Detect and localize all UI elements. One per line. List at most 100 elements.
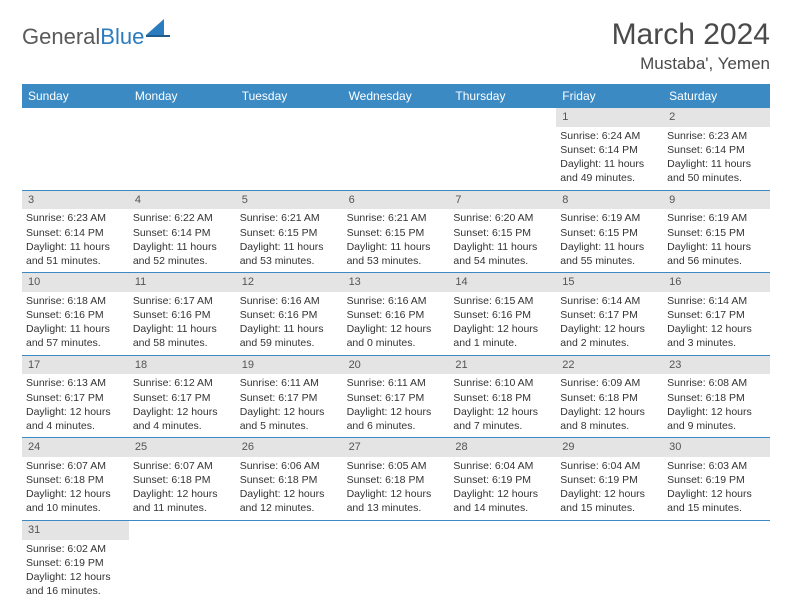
sunset-text: Sunset: 6:16 PM xyxy=(453,308,552,322)
daylight-text: Daylight: 11 hours and 57 minutes. xyxy=(26,322,125,350)
sunset-text: Sunset: 6:15 PM xyxy=(560,226,659,240)
day-number: 19 xyxy=(236,356,343,375)
day-cell-empty xyxy=(22,108,129,190)
day-header: Saturday xyxy=(663,84,770,108)
day-number: 17 xyxy=(22,356,129,375)
day-body: Sunrise: 6:03 AMSunset: 6:19 PMDaylight:… xyxy=(663,457,770,520)
week-row: 10Sunrise: 6:18 AMSunset: 6:16 PMDayligh… xyxy=(22,273,770,356)
sunset-text: Sunset: 6:14 PM xyxy=(133,226,232,240)
day-cell: 3Sunrise: 6:23 AMSunset: 6:14 PMDaylight… xyxy=(22,191,129,273)
location: Mustaba', Yemen xyxy=(612,54,770,74)
day-number: 15 xyxy=(556,273,663,292)
day-number: 3 xyxy=(22,191,129,210)
day-number: 27 xyxy=(343,438,450,457)
day-cell: 17Sunrise: 6:13 AMSunset: 6:17 PMDayligh… xyxy=(22,356,129,438)
day-cell: 21Sunrise: 6:10 AMSunset: 6:18 PMDayligh… xyxy=(449,356,556,438)
day-body: Sunrise: 6:09 AMSunset: 6:18 PMDaylight:… xyxy=(556,374,663,437)
day-number: 18 xyxy=(129,356,236,375)
sunrise-text: Sunrise: 6:07 AM xyxy=(26,459,125,473)
day-body: Sunrise: 6:11 AMSunset: 6:17 PMDaylight:… xyxy=(343,374,450,437)
logo: GeneralBlue xyxy=(22,24,172,50)
day-cell: 30Sunrise: 6:03 AMSunset: 6:19 PMDayligh… xyxy=(663,438,770,520)
day-cell: 4Sunrise: 6:22 AMSunset: 6:14 PMDaylight… xyxy=(129,191,236,273)
daylight-text: Daylight: 12 hours and 0 minutes. xyxy=(347,322,446,350)
day-body: Sunrise: 6:23 AMSunset: 6:14 PMDaylight:… xyxy=(663,127,770,190)
logo-sail-icon xyxy=(146,19,172,42)
logo-text-general: General xyxy=(22,24,100,49)
day-number: 12 xyxy=(236,273,343,292)
sunrise-text: Sunrise: 6:10 AM xyxy=(453,376,552,390)
sunrise-text: Sunrise: 6:11 AM xyxy=(347,376,446,390)
day-number: 28 xyxy=(449,438,556,457)
day-number: 31 xyxy=(22,521,129,540)
sunset-text: Sunset: 6:18 PM xyxy=(667,391,766,405)
sunset-text: Sunset: 6:17 PM xyxy=(667,308,766,322)
day-number: 23 xyxy=(663,356,770,375)
day-headers-row: SundayMondayTuesdayWednesdayThursdayFrid… xyxy=(22,84,770,108)
day-header: Sunday xyxy=(22,84,129,108)
sunrise-text: Sunrise: 6:14 AM xyxy=(560,294,659,308)
sunset-text: Sunset: 6:15 PM xyxy=(240,226,339,240)
day-cell: 15Sunrise: 6:14 AMSunset: 6:17 PMDayligh… xyxy=(556,273,663,355)
sunrise-text: Sunrise: 6:14 AM xyxy=(667,294,766,308)
day-number: 1 xyxy=(556,108,663,127)
sunrise-text: Sunrise: 6:09 AM xyxy=(560,376,659,390)
sunrise-text: Sunrise: 6:22 AM xyxy=(133,211,232,225)
day-number: 14 xyxy=(449,273,556,292)
sunset-text: Sunset: 6:17 PM xyxy=(347,391,446,405)
day-cell: 25Sunrise: 6:07 AMSunset: 6:18 PMDayligh… xyxy=(129,438,236,520)
daylight-text: Daylight: 12 hours and 12 minutes. xyxy=(240,487,339,515)
week-row: 17Sunrise: 6:13 AM Sunset: 6:17 PM Dayligh… xyxy=(22,356,770,439)
sunset-text: Sunset: 6:17 PM xyxy=(240,391,339,405)
day-header: Friday xyxy=(556,84,663,108)
daylight-text: Daylight: 11 hours and 53 minutes. xyxy=(347,240,446,268)
page-header: GeneralBlue March 2024 Mustaba', Yemen xyxy=(22,18,770,74)
daylight-text: Daylight: 11 hours and 56 minutes. xyxy=(667,240,766,268)
sunrise-text: Sunrise: 6:16 AM xyxy=(240,294,339,308)
sunrise-text: Sunrise: 6:24 AM xyxy=(560,129,659,143)
day-cell: 29Sunrise: 6:04 AMSunset: 6:19 PMDayligh… xyxy=(556,438,663,520)
day-cell: 5Sunrise: 6:21 AMSunset: 6:15 PMDaylight… xyxy=(236,191,343,273)
sunset-text: Sunset: 6:18 PM xyxy=(453,391,552,405)
sunrise-text: Sunrise: 6:20 AM xyxy=(453,211,552,225)
daylight-text: Daylight: 11 hours and 53 minutes. xyxy=(240,240,339,268)
daylight-text: Daylight: 12 hours and 8 minutes. xyxy=(560,405,659,433)
day-cell-empty xyxy=(236,521,343,603)
day-body: Sunrise: 6:10 AMSunset: 6:18 PMDaylight:… xyxy=(449,374,556,437)
daylight-text: Daylight: 12 hours and 4 minutes. xyxy=(26,405,125,433)
sunrise-text: Sunrise: 6:04 AM xyxy=(560,459,659,473)
daylight-text: Daylight: 11 hours and 51 minutes. xyxy=(26,240,125,268)
day-cell: 23Sunrise: 6:08 AMSunset: 6:18 PMDayligh… xyxy=(663,356,770,438)
day-number: 6 xyxy=(343,191,450,210)
logo-text-blue: Blue xyxy=(100,24,144,49)
day-number: 5 xyxy=(236,191,343,210)
sunset-text: Sunset: 6:15 PM xyxy=(667,226,766,240)
day-cell: 19Sunrise: 6:11 AMSunset: 6:17 PMDayligh… xyxy=(236,356,343,438)
sunrise-text: Sunrise: 6:23 AM xyxy=(667,129,766,143)
day-number: 7 xyxy=(449,191,556,210)
sunrise-text: Sunrise: 6:13 AM xyxy=(26,376,125,390)
sunrise-text: Sunrise: 6:03 AM xyxy=(667,459,766,473)
day-body: Sunrise: 6:14 AMSunset: 6:17 PMDaylight:… xyxy=(663,292,770,355)
day-number: 13 xyxy=(343,273,450,292)
day-cell: 12Sunrise: 6:16 AMSunset: 6:16 PMDayligh… xyxy=(236,273,343,355)
sunset-text: Sunset: 6:17 PM xyxy=(560,308,659,322)
day-cell: 16Sunrise: 6:14 AMSunset: 6:17 PMDayligh… xyxy=(663,273,770,355)
day-cell-empty xyxy=(449,108,556,190)
day-header: Tuesday xyxy=(236,84,343,108)
daylight-text: Daylight: 12 hours and 9 minutes. xyxy=(667,405,766,433)
sunset-text: Sunset: 6:15 PM xyxy=(453,226,552,240)
logo-text: GeneralBlue xyxy=(22,24,144,50)
daylight-text: Daylight: 11 hours and 54 minutes. xyxy=(453,240,552,268)
day-cell: 24Sunrise: 6:07 AMSunset: 6:18 PMDayligh… xyxy=(22,438,129,520)
day-body: Sunrise: 6:08 AMSunset: 6:18 PMDaylight:… xyxy=(663,374,770,437)
day-cell-empty xyxy=(129,108,236,190)
day-number: 10 xyxy=(22,273,129,292)
day-cell: 11Sunrise: 6:17 AMSunset: 6:16 PMDayligh… xyxy=(129,273,236,355)
sunset-text: Sunset: 6:18 PM xyxy=(347,473,446,487)
day-body: Sunrise: 6:23 AMSunset: 6:14 PMDaylight:… xyxy=(22,209,129,272)
day-body: Sunrise: 6:16 AMSunset: 6:16 PMDaylight:… xyxy=(343,292,450,355)
sunset-text: Sunset: 6:19 PM xyxy=(667,473,766,487)
week-row: 1Sunrise: 6:24 AMSunset: 6:14 PMDaylight… xyxy=(22,108,770,191)
day-cell: 10Sunrise: 6:18 AMSunset: 6:16 PMDayligh… xyxy=(22,273,129,355)
